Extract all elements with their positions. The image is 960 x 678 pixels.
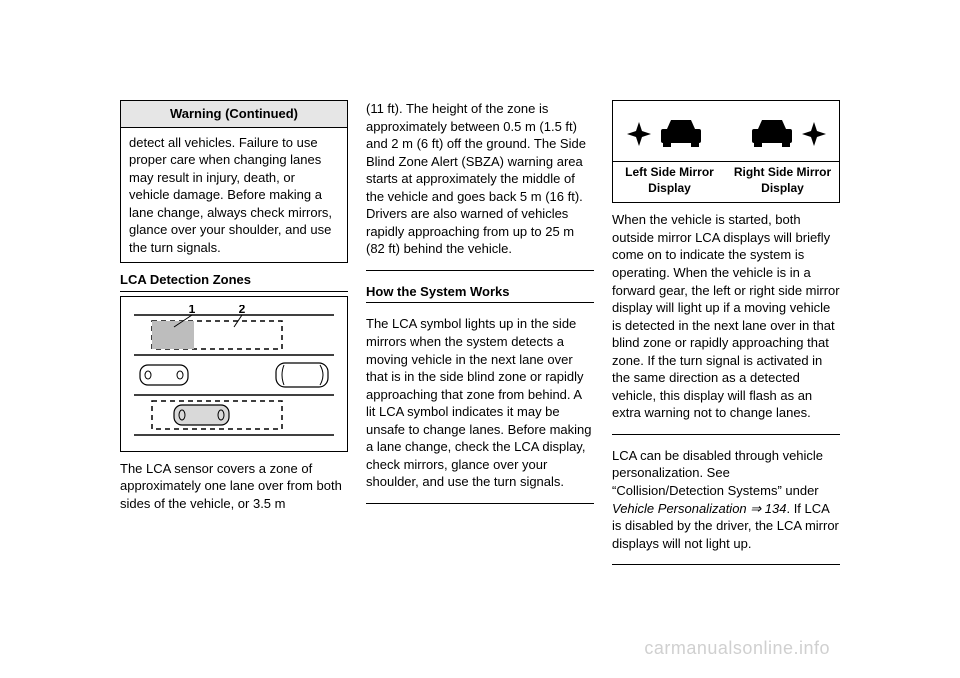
right-mirror-icon	[738, 111, 828, 157]
divider	[366, 270, 594, 271]
lca-zones-svg: 1 2	[134, 305, 334, 445]
warning-heading: Warning (Continued)	[121, 101, 347, 128]
detection-title: LCA Detection Zones	[120, 271, 348, 292]
mirror-display-box: Left Side Mirror Display Right Side Mirr…	[612, 100, 840, 203]
vehicle-personalization-ref: Vehicle Personalization ⇒ 134	[612, 501, 786, 516]
right-mirror-icon-cell	[726, 101, 839, 161]
divider	[366, 503, 594, 504]
col2-para2: The LCA symbol lights up in the side mir…	[366, 315, 594, 490]
svg-text:2: 2	[239, 305, 246, 316]
column-3: Left Side Mirror Display Right Side Mirr…	[612, 100, 840, 569]
column-2: (11 ft). The height of the zone is appro…	[366, 100, 594, 569]
detection-diagram: 1 2	[120, 296, 348, 452]
left-mirror-icon	[625, 111, 715, 157]
left-mirror-icon-cell	[613, 101, 726, 161]
mirror-labels-row: Left Side Mirror Display Right Side Mirr…	[612, 162, 840, 203]
col3-para1: When the vehicle is started, both outsid…	[612, 211, 840, 422]
col2-para1: (11 ft). The height of the zone is appro…	[366, 100, 594, 258]
col3-para2-a: LCA can be disabled through vehicle pers…	[612, 448, 823, 498]
col3-para2: LCA can be disabled through vehicle pers…	[612, 447, 840, 552]
detection-section: LCA Detection Zones	[120, 271, 348, 452]
left-mirror-label: Left Side Mirror Display	[613, 162, 726, 202]
column-1: Warning (Continued) detect all vehicles.…	[120, 100, 348, 569]
svg-text:1: 1	[189, 305, 196, 316]
detection-caption: The LCA sensor covers a zone of approxim…	[120, 460, 348, 513]
page-content: Warning (Continued) detect all vehicles.…	[0, 0, 960, 599]
warning-body-text: detect all vehicles. Failure to use prop…	[121, 128, 347, 263]
mirror-icons-row	[612, 100, 840, 162]
right-mirror-label: Right Side Mirror Display	[726, 162, 839, 202]
warning-box: Warning (Continued) detect all vehicles.…	[120, 100, 348, 263]
divider	[612, 564, 840, 565]
divider	[612, 434, 840, 435]
how-title: How the System Works	[366, 283, 594, 304]
watermark-text: carmanualsonline.info	[644, 636, 830, 660]
